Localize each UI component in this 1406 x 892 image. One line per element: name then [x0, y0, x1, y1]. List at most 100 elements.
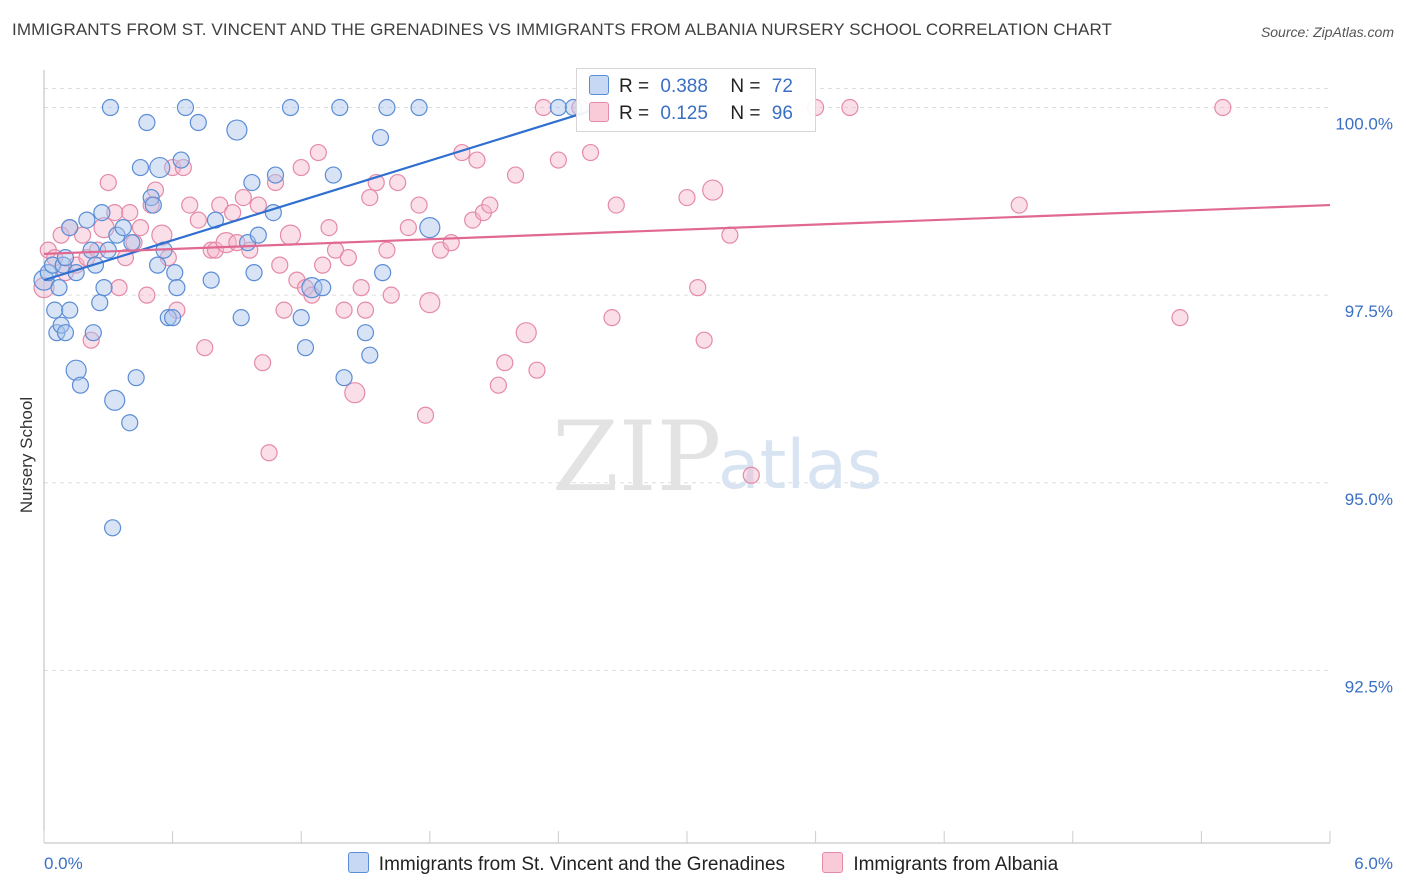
albania-point	[335, 301, 353, 319]
legend-r-label: R =	[619, 103, 650, 124]
y-tick-label: 95.0%	[1345, 490, 1393, 509]
svg-point	[56, 324, 75, 342]
legend-swatch-pink	[589, 102, 609, 122]
svg-point	[232, 309, 250, 327]
svg-point	[549, 98, 568, 117]
svg-point	[91, 294, 109, 312]
albania-point	[151, 224, 173, 246]
svg-point	[356, 324, 375, 342]
legend-label-svg: Immigrants from St. Vincent and the Gren…	[378, 854, 786, 875]
legend-item-albania[interactable]: Immigrants from Albania	[822, 852, 1058, 876]
legend-r-value-pink: 0.125	[660, 103, 708, 124]
svg-point	[121, 414, 139, 432]
albania-point	[131, 219, 150, 237]
svg-point	[144, 196, 162, 214]
albania-point	[254, 354, 272, 372]
albania-point	[607, 196, 625, 214]
albania-point	[352, 279, 370, 297]
svg-point	[123, 234, 141, 252]
albania-point	[689, 279, 707, 297]
svg-point	[127, 369, 145, 387]
svg-point	[331, 98, 349, 117]
svg-point	[168, 279, 186, 297]
legend-n-label: N =	[730, 103, 761, 124]
albania-point	[181, 196, 199, 214]
chart-title: IMMIGRANTS FROM ST. VINCENT AND THE GREN…	[12, 20, 1113, 39]
albania-point	[468, 151, 486, 169]
legend-r-value-blue: 0.388	[660, 76, 708, 97]
svg-point	[371, 128, 390, 147]
svg-point	[378, 98, 396, 117]
albania-point	[138, 286, 156, 304]
albania-point	[410, 196, 428, 214]
svg-point	[104, 389, 126, 411]
legend-item-svg[interactable]: Immigrants from St. Vincent and the Gren…	[347, 852, 786, 876]
albania-point	[695, 331, 713, 349]
albania-point	[515, 322, 537, 344]
albania-point	[549, 151, 568, 169]
albania-point	[1171, 309, 1189, 327]
svg-point	[50, 279, 68, 297]
svg-point	[189, 113, 207, 132]
svg-point	[149, 156, 171, 179]
albania-point	[271, 256, 289, 274]
albania-point	[260, 444, 278, 462]
legend-swatch-blue	[589, 75, 609, 95]
legend-r-label: R =	[619, 76, 650, 97]
svg-point	[324, 166, 342, 184]
x-tick-label: 6.0%	[1354, 854, 1393, 873]
svg-point	[245, 264, 263, 282]
albania-point	[528, 361, 546, 379]
svg-point	[93, 203, 111, 222]
albania-point	[389, 173, 407, 192]
grid	[44, 88, 1330, 671]
albania-point	[581, 143, 600, 162]
albania-point	[721, 226, 739, 244]
svg-point	[95, 279, 113, 297]
albania-point	[442, 234, 460, 252]
svg-point	[335, 369, 353, 387]
albania-point	[234, 188, 252, 207]
svg-point	[266, 166, 285, 184]
svg-point	[226, 119, 248, 141]
tick-labels: 92.5% 95.0% 97.5% 100.0% 0.0% 6.0%	[44, 115, 1393, 873]
legend-row-blue: R = 0.388 N = 72	[589, 75, 793, 99]
svg-point	[361, 346, 379, 364]
albania-point	[224, 203, 242, 222]
albania-point	[1010, 196, 1028, 214]
legend-n-label: N =	[730, 76, 761, 97]
watermark: ZIP atlas	[552, 401, 882, 513]
albania-point	[489, 376, 507, 394]
albania-point	[702, 179, 724, 201]
albania-point	[309, 143, 327, 162]
albania-point	[33, 277, 55, 299]
svg-point	[114, 219, 132, 237]
albania-point	[121, 203, 139, 222]
svg-point	[202, 271, 220, 289]
albania-point	[399, 219, 417, 237]
svg-point	[101, 98, 120, 117]
svg-point	[61, 301, 79, 319]
svg-point	[159, 309, 177, 327]
albania-point	[678, 188, 696, 207]
albania-point	[742, 466, 760, 484]
svg-point	[419, 217, 441, 239]
albania-point	[110, 279, 128, 297]
albania-point	[196, 339, 214, 357]
albania-point	[1214, 98, 1232, 117]
svg-point	[292, 309, 310, 327]
correlation-legend: R = 0.388 N = 72 R = 0.125 N = 96	[576, 68, 816, 132]
watermark-atlas: atlas	[718, 426, 882, 505]
albania-point	[481, 196, 499, 214]
svg-point	[131, 158, 150, 177]
legend-label-albania: Immigrants from Albania	[853, 854, 1059, 875]
trend-lines	[43, 106, 1331, 282]
svg-point	[281, 98, 300, 117]
svg-point	[71, 376, 90, 394]
svg-point	[172, 151, 190, 169]
svg-point	[61, 219, 79, 237]
svg-point	[103, 519, 122, 537]
albania-point	[841, 98, 859, 117]
y-tick-label: 97.5%	[1345, 302, 1393, 321]
